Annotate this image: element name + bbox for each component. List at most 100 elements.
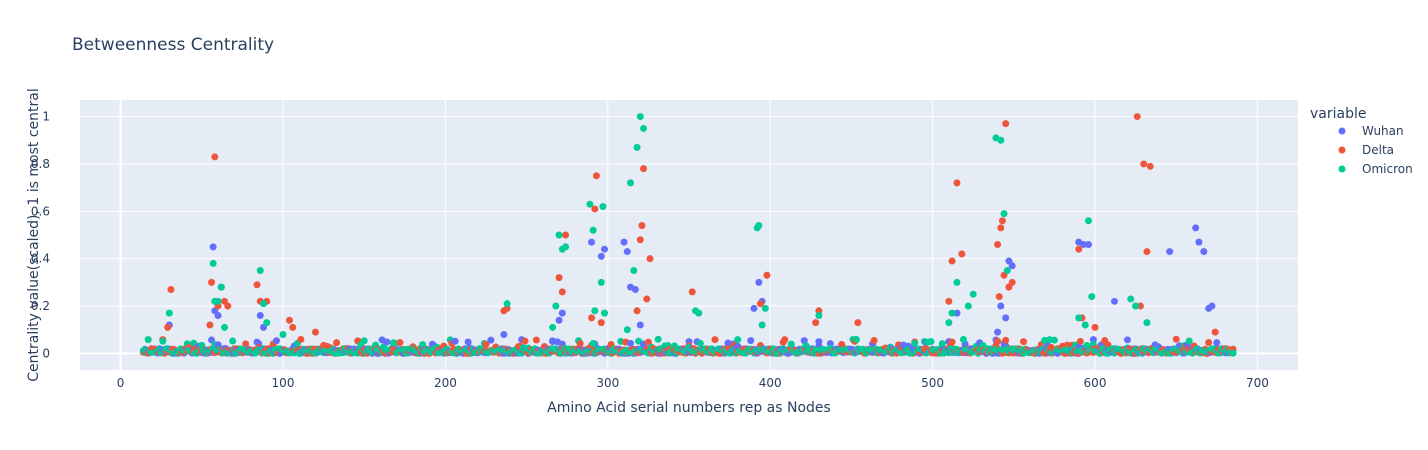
data-point-omicron[interactable] xyxy=(221,323,229,331)
data-point-omicron[interactable] xyxy=(755,222,763,230)
data-point-omicron[interactable] xyxy=(209,259,217,267)
data-point-delta[interactable] xyxy=(253,281,261,289)
data-point-delta[interactable] xyxy=(592,172,600,180)
data-point-omicron[interactable] xyxy=(630,267,638,275)
data-point-wuhan[interactable] xyxy=(214,312,222,320)
data-point-wuhan[interactable] xyxy=(1208,302,1216,310)
data-point-delta[interactable] xyxy=(1146,162,1154,170)
data-point-omicron[interactable] xyxy=(549,323,557,331)
data-point-omicron[interactable] xyxy=(279,330,287,338)
data-point-omicron[interactable] xyxy=(1085,217,1093,225)
data-point-omicron[interactable] xyxy=(953,278,961,286)
data-point-omicron[interactable] xyxy=(623,326,631,334)
legend-label-wuhan[interactable]: Wuhan xyxy=(1362,124,1404,138)
data-point-delta[interactable] xyxy=(562,231,570,239)
data-point-omicron[interactable] xyxy=(589,226,597,234)
data-point-delta[interactable] xyxy=(555,274,563,282)
data-point-delta[interactable] xyxy=(224,302,232,310)
data-point-delta[interactable] xyxy=(995,293,1003,301)
data-point-omicron[interactable] xyxy=(217,283,225,291)
data-point-wuhan[interactable] xyxy=(558,309,566,317)
data-point-delta[interactable] xyxy=(208,278,216,286)
data-point-delta[interactable] xyxy=(1140,160,1148,168)
data-point-delta[interactable] xyxy=(756,300,764,308)
data-point-delta[interactable] xyxy=(945,297,953,305)
data-point-delta[interactable] xyxy=(206,321,214,329)
data-point-omicron[interactable] xyxy=(948,309,956,317)
data-point-omicron[interactable] xyxy=(636,113,644,121)
data-point-omicron[interactable] xyxy=(1143,319,1151,327)
data-point-omicron[interactable] xyxy=(165,309,173,317)
data-point-omicron[interactable] xyxy=(562,243,570,251)
data-point-delta[interactable] xyxy=(812,319,820,327)
data-point-wuhan[interactable] xyxy=(1002,314,1010,322)
data-point-delta[interactable] xyxy=(558,288,566,296)
data-point-wuhan[interactable] xyxy=(1008,262,1016,270)
data-point-wuhan[interactable] xyxy=(1200,248,1208,256)
data-point-omicron[interactable] xyxy=(214,297,222,305)
data-point-wuhan[interactable] xyxy=(750,304,758,312)
data-point-delta[interactable] xyxy=(763,271,771,279)
data-point-omicron[interactable] xyxy=(1081,321,1089,329)
data-point-delta[interactable] xyxy=(1002,120,1010,128)
data-point-wuhan[interactable] xyxy=(209,243,217,251)
data-point-omicron[interactable] xyxy=(633,143,641,151)
data-point-wuhan[interactable] xyxy=(994,328,1002,336)
data-point-omicron[interactable] xyxy=(1127,295,1135,303)
data-point-delta[interactable] xyxy=(688,288,696,296)
data-point-delta[interactable] xyxy=(854,319,862,327)
data-point-omicron[interactable] xyxy=(1003,267,1011,275)
data-point-delta[interactable] xyxy=(1172,335,1180,343)
data-point-delta[interactable] xyxy=(311,328,319,336)
data-point-delta[interactable] xyxy=(958,250,966,258)
data-point-wuhan[interactable] xyxy=(1192,224,1200,232)
data-point-delta[interactable] xyxy=(994,240,1002,248)
data-point-wuhan[interactable] xyxy=(631,285,639,293)
data-point-omicron[interactable] xyxy=(758,321,766,329)
data-point-delta[interactable] xyxy=(636,236,644,244)
data-point-omicron[interactable] xyxy=(945,319,953,327)
data-point-delta[interactable] xyxy=(1211,328,1219,336)
data-point-omicron[interactable] xyxy=(1075,314,1083,322)
data-point-delta[interactable] xyxy=(1008,278,1016,286)
data-point-omicron[interactable] xyxy=(503,300,511,308)
data-point-wuhan[interactable] xyxy=(597,252,605,260)
data-point-delta[interactable] xyxy=(597,319,605,327)
data-point-wuhan[interactable] xyxy=(1195,238,1203,246)
data-point-omicron[interactable] xyxy=(586,200,594,208)
data-point-wuhan[interactable] xyxy=(555,316,563,324)
data-point-wuhan[interactable] xyxy=(953,309,961,317)
data-point-delta[interactable] xyxy=(638,222,646,230)
data-point-omicron[interactable] xyxy=(640,124,648,132)
data-point-delta[interactable] xyxy=(948,257,956,265)
data-point-delta[interactable] xyxy=(591,205,599,213)
data-point-delta[interactable] xyxy=(289,323,297,331)
data-point-wuhan[interactable] xyxy=(755,278,763,286)
data-point-omicron[interactable] xyxy=(964,302,972,310)
data-point-omicron[interactable] xyxy=(597,278,605,286)
data-point-wuhan[interactable] xyxy=(1085,240,1093,248)
data-point-wuhan[interactable] xyxy=(620,238,628,246)
data-point-wuhan[interactable] xyxy=(256,312,264,320)
data-point-omicron[interactable] xyxy=(601,309,609,317)
data-point-omicron[interactable] xyxy=(552,302,560,310)
data-point-delta[interactable] xyxy=(588,314,596,322)
data-point-omicron[interactable] xyxy=(997,136,1005,144)
legend-label-delta[interactable]: Delta xyxy=(1362,143,1394,157)
data-point-omicron[interactable] xyxy=(1000,210,1008,218)
data-point-wuhan[interactable] xyxy=(500,330,508,338)
data-point-omicron[interactable] xyxy=(1132,302,1140,310)
data-point-delta[interactable] xyxy=(1143,248,1151,256)
data-point-delta[interactable] xyxy=(643,295,651,303)
legend-label-omicron[interactable]: Omicron xyxy=(1362,162,1413,176)
data-point-wuhan[interactable] xyxy=(1166,248,1174,256)
data-point-omicron[interactable] xyxy=(969,290,977,298)
data-point-wuhan[interactable] xyxy=(601,245,609,253)
data-point-delta[interactable] xyxy=(285,316,293,324)
data-point-omicron[interactable] xyxy=(256,267,264,275)
data-point-delta[interactable] xyxy=(640,165,648,173)
data-point-delta[interactable] xyxy=(998,217,1006,225)
data-point-delta[interactable] xyxy=(211,153,219,161)
data-point-delta[interactable] xyxy=(1091,323,1099,331)
data-point-delta[interactable] xyxy=(167,285,175,293)
